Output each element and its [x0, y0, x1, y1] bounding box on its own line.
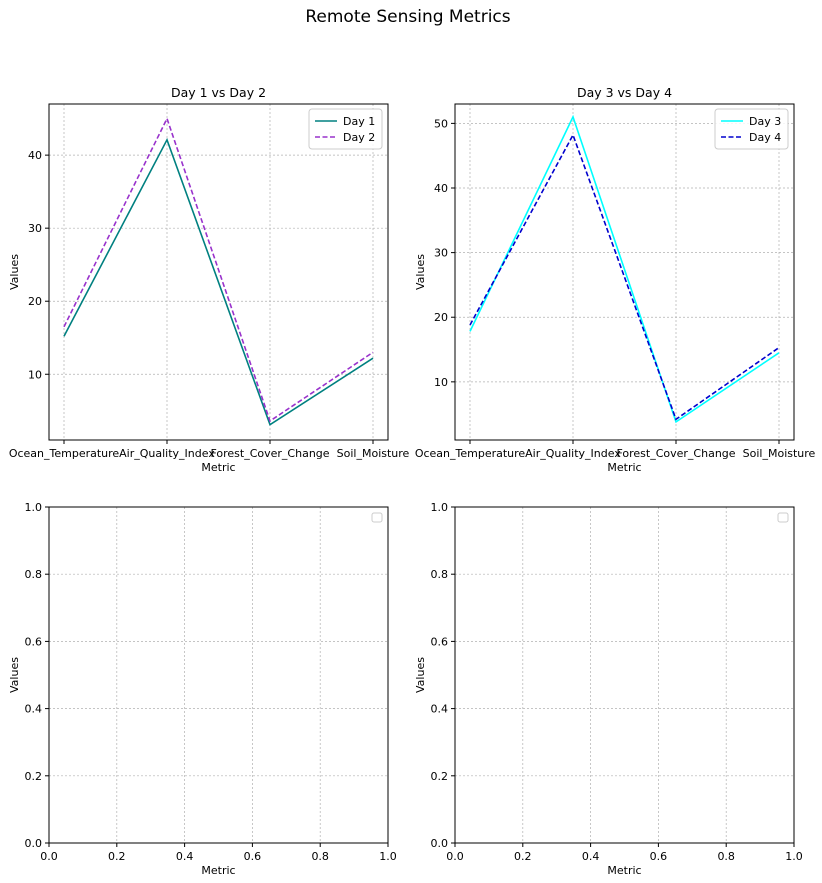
x-tick-label: 0.4 [176, 850, 194, 863]
x-tick-label: 0.0 [446, 850, 464, 863]
axes-layer: Ocean_Temperature Air_Quality_IndexForest… [8, 85, 816, 877]
x-tick-label: Soil_Moisture [337, 447, 410, 460]
y-tick-label: 50 [434, 117, 448, 130]
x-tick-label: Air_Quality_Index [119, 447, 215, 460]
legend-label: Day 4 [749, 131, 781, 144]
x-tick-label: 1.0 [379, 850, 397, 863]
x-tick-label: 1.0 [785, 850, 803, 863]
legend-box-empty [371, 512, 383, 523]
y-tick-label: 1.0 [431, 501, 449, 514]
axes-frame [454, 103, 795, 441]
x-axis-label: Metric [607, 864, 641, 877]
legend-label: Day 2 [343, 131, 375, 144]
y-tick-label: 40 [28, 149, 42, 162]
x-axis-label: Metric [201, 864, 235, 877]
legend-box-empty [777, 512, 789, 523]
x-tick-label: Ocean_Temperature [9, 447, 120, 460]
x-axis-label: Metric [201, 461, 235, 474]
x-tick-label: Forest_Cover_Change [616, 447, 735, 460]
subplot-title: Day 3 vs Day 4 [577, 85, 672, 100]
x-tick-label: Air_Quality_Index [525, 447, 621, 460]
axes-frame [48, 506, 389, 844]
x-tick-label: 0.0 [40, 850, 58, 863]
y-tick-label: 10 [434, 376, 448, 389]
x-axis-label: Metric [607, 461, 641, 474]
series-line-day-4 [469, 133, 780, 421]
legend-label: Day 1 [343, 115, 375, 128]
x-tick-label: 0.6 [244, 850, 262, 863]
x-tick-label: Forest_Cover_Change [210, 447, 329, 460]
y-tick-label: 0.8 [25, 568, 43, 581]
series-line-day-2 [63, 116, 374, 423]
y-tick-label: 0.4 [431, 703, 449, 716]
y-tick-label: 0.4 [25, 703, 43, 716]
y-tick-label: 30 [28, 222, 42, 235]
x-tick-label: 0.2 [108, 850, 126, 863]
y-tick-label: 0.0 [25, 837, 43, 850]
y-axis-label: Values [8, 254, 21, 290]
subplot-3: 0.0 0.2 0.4 0.6 0.8 1.0 0.0 0.2 0.4 0.6 0.8 1.0 Metr… [8, 501, 397, 877]
y-tick-label: 30 [434, 247, 448, 260]
legend-box [308, 108, 383, 150]
figure-title: Remote Sensing Metrics [305, 7, 510, 27]
subplot-title: Day 1 vs Day 2 [171, 85, 266, 100]
axes-frame [48, 103, 389, 441]
y-tick-label: 20 [28, 295, 42, 308]
y-tick-label: 40 [434, 182, 448, 195]
subplot-4: 0.0 0.2 0.4 0.6 0.8 1.0 0.0 0.2 0.4 0.6 0.8 1.0 Metr… [414, 501, 803, 877]
legend-box [714, 108, 789, 150]
x-tick-label: 0.8 [311, 850, 329, 863]
y-tick-label: 10 [28, 368, 42, 381]
legend-label: Day 3 [749, 115, 781, 128]
y-axis-label: Values [414, 657, 427, 693]
x-tick-label: 0.2 [514, 850, 532, 863]
y-axis-label: Values [8, 657, 21, 693]
y-tick-label: 0.0 [431, 837, 449, 850]
y-tick-label: 0.6 [25, 635, 43, 648]
y-tick-label: 0.2 [431, 770, 449, 783]
y-tick-label: 1.0 [25, 501, 43, 514]
subplot-2: Ocean_Temperature Air_Quality_IndexForest… [414, 85, 816, 474]
x-tick-label: 0.6 [650, 850, 668, 863]
y-tick-label: 20 [434, 311, 448, 324]
y-tick-label: 0.2 [25, 770, 43, 783]
subplot-1: Ocean_Temperature Air_Quality_IndexForest… [8, 85, 410, 474]
axes-frame [454, 506, 795, 844]
x-tick-label: Ocean_Temperature [415, 447, 526, 460]
y-tick-label: 0.8 [431, 568, 449, 581]
y-axis-label: Values [414, 254, 427, 290]
series-line-day-3 [469, 114, 780, 424]
series-line-day-1 [63, 137, 374, 426]
x-tick-label: 0.8 [717, 850, 735, 863]
x-tick-label: 0.4 [582, 850, 600, 863]
y-tick-label: 0.6 [431, 635, 449, 648]
x-tick-label: Soil_Moisture [743, 447, 816, 460]
